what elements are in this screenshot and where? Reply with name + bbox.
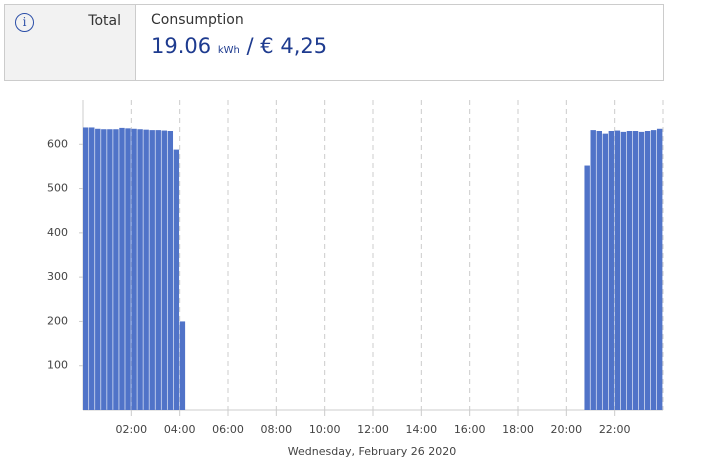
- bar: [179, 321, 186, 410]
- summary-value: 19.06 kWh / € 4,25: [151, 34, 327, 58]
- x-tick-label: 14:00: [405, 423, 437, 436]
- y-tick-label: 200: [47, 314, 68, 327]
- bar: [596, 131, 602, 410]
- bar: [89, 127, 95, 410]
- bar: [650, 130, 657, 410]
- bar: [143, 129, 149, 410]
- summary-label-cell: i Total: [5, 5, 136, 80]
- x-tick-label: 18:00: [502, 423, 534, 436]
- bar: [620, 131, 627, 410]
- bar: [656, 128, 663, 411]
- y-tick-label: 400: [47, 226, 68, 239]
- y-tick-label: 100: [47, 359, 68, 372]
- x-tick-label: 10:00: [309, 423, 341, 436]
- x-tick-label: 08:00: [260, 423, 292, 436]
- bar: [626, 131, 633, 410]
- amount: 19.06: [151, 34, 212, 58]
- bar: [638, 131, 645, 410]
- bar: [83, 127, 89, 410]
- x-tick-label: 12:00: [357, 423, 389, 436]
- unit: kWh: [217, 45, 240, 56]
- x-tick-label: 06:00: [212, 423, 244, 436]
- x-tick-label: 02:00: [115, 423, 147, 436]
- y-tick-label: 300: [47, 270, 68, 283]
- x-tick-label: 20:00: [550, 423, 582, 436]
- bar: [632, 131, 639, 410]
- bar: [131, 128, 137, 411]
- bar: [155, 130, 161, 410]
- y-tick-label: 600: [47, 137, 68, 150]
- bar: [173, 149, 180, 410]
- bar: [602, 133, 609, 410]
- bar: [149, 130, 155, 410]
- bar: [644, 131, 651, 410]
- y-tick-label: 500: [47, 182, 68, 195]
- bar: [167, 131, 174, 410]
- cost: € 4,25: [260, 34, 328, 58]
- bar: [584, 165, 590, 410]
- bar: [137, 129, 143, 410]
- bar: [590, 130, 596, 410]
- x-tick-label: 22:00: [599, 423, 631, 436]
- summary-heading: Consumption: [151, 12, 244, 28]
- x-tick-label: 04:00: [164, 423, 196, 436]
- info-icon[interactable]: i: [15, 13, 34, 32]
- bar: [125, 128, 131, 411]
- x-axis-label: Wednesday, February 26 2020: [288, 445, 456, 458]
- x-tick-label: 16:00: [454, 423, 486, 436]
- bar: [95, 128, 101, 411]
- summary-label: Total: [88, 13, 121, 29]
- summary-panel: i Total Consumption 19.06 kWh / € 4,25: [4, 4, 664, 81]
- separator: /: [246, 34, 254, 58]
- bar: [119, 127, 125, 411]
- summary-value-cell: Consumption 19.06 kWh / € 4,25: [136, 5, 342, 80]
- bar: [161, 130, 167, 411]
- bar: [113, 129, 119, 410]
- bar: [608, 131, 615, 410]
- bar: [101, 129, 107, 410]
- bar: [614, 130, 621, 411]
- bar: [107, 129, 113, 410]
